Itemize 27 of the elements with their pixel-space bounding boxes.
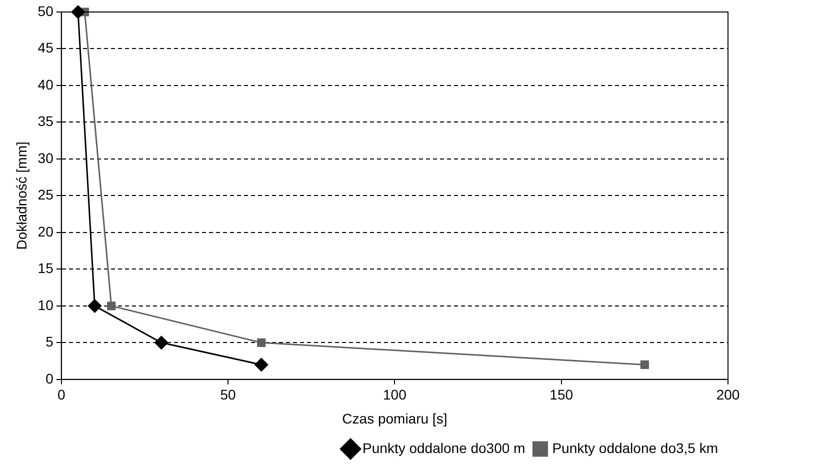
point bbox=[71, 5, 85, 19]
legend-label: Punkty oddalone do3,5 km bbox=[552, 440, 718, 456]
x-tick-label: 0 bbox=[57, 386, 66, 403]
x-tick-label: 200 bbox=[716, 386, 740, 403]
x-tick-label: 100 bbox=[383, 386, 407, 403]
point bbox=[254, 358, 268, 372]
y-tick-label: 5 bbox=[46, 334, 54, 350]
y-tick-label: 15 bbox=[38, 260, 54, 276]
y-tick-label: 10 bbox=[38, 296, 54, 313]
point bbox=[88, 299, 102, 313]
point bbox=[257, 338, 266, 347]
point bbox=[154, 336, 168, 350]
y-tick-label: 50 bbox=[38, 2, 54, 19]
y-tick-label: 35 bbox=[38, 113, 54, 130]
y-tick-label: 30 bbox=[38, 150, 54, 166]
x-axis-title: Czas pomiaru [s] bbox=[342, 410, 448, 426]
y-tick-label: 20 bbox=[38, 223, 54, 240]
x-tick-label: 150 bbox=[550, 386, 574, 403]
y-tick-label: 0 bbox=[46, 370, 54, 386]
y-tick-label: 25 bbox=[38, 186, 54, 203]
x-tick-label: 50 bbox=[220, 386, 236, 403]
point bbox=[640, 360, 649, 369]
y-tick-label: 40 bbox=[38, 76, 54, 92]
legend-label: Punkty oddalone do300 m bbox=[362, 440, 526, 456]
y-tick-label: 45 bbox=[38, 40, 54, 56]
point bbox=[107, 302, 116, 310]
y-axis-title: Dokładność [mm] bbox=[13, 142, 30, 250]
